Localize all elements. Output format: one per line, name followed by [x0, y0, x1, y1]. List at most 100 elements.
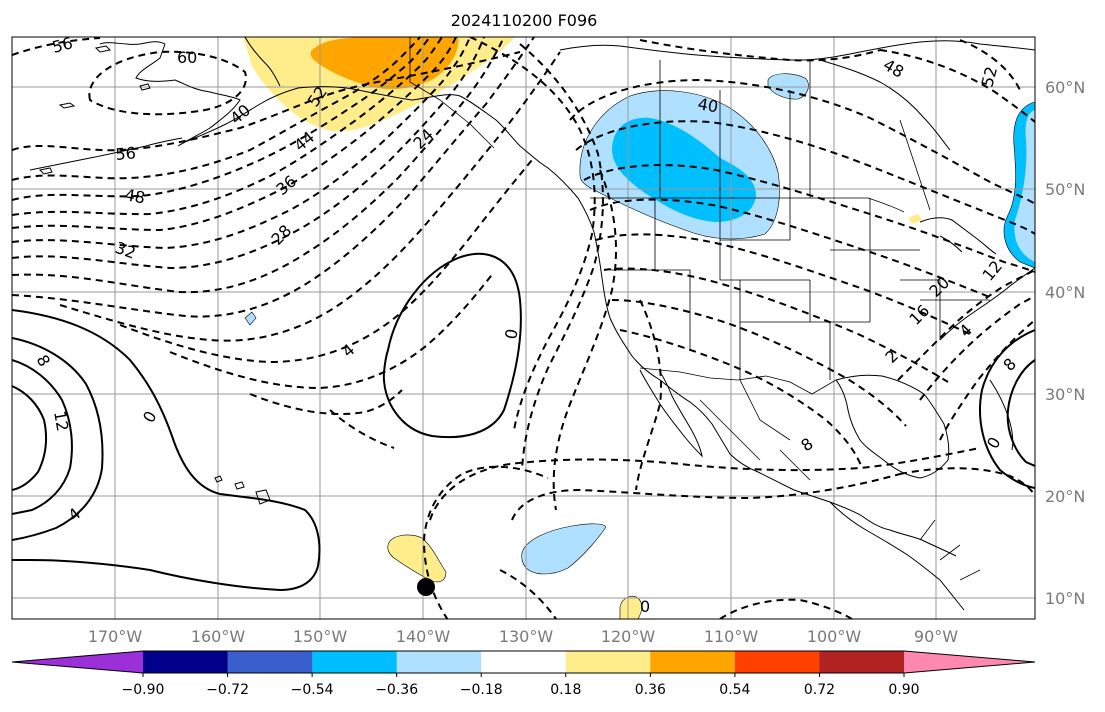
- contour-south-east: [719, 598, 853, 619]
- lon-label-110w: 110°W: [704, 627, 759, 646]
- contour-pacific-bottom: [499, 569, 557, 619]
- contour-8-west: [12, 359, 73, 515]
- contour-label-56-nw: 56: [50, 33, 75, 57]
- contour-neg-8: [249, 389, 403, 415]
- contour-neg-32: [12, 37, 485, 270]
- light-blue-region-pacific: [521, 523, 607, 575]
- negative-contours: [12, 37, 1035, 619]
- light-blue-region-north: [767, 73, 809, 100]
- storm-marker: [417, 578, 435, 596]
- colorbar-segment: [819, 651, 905, 673]
- coastline-hudson-bay: [819, 59, 951, 151]
- lon-label-90w: 90°W: [914, 627, 958, 646]
- lat-label-10n: 10°N: [1045, 589, 1085, 608]
- border-central-america: [919, 519, 981, 581]
- lon-label-140w: 140°W: [396, 627, 451, 646]
- contour-label-48-ak: 48: [123, 185, 146, 207]
- border-us-mexico: [639, 367, 837, 395]
- contour-neg-12: [169, 271, 495, 390]
- graticule: [12, 37, 1035, 619]
- colorbar-segment: [312, 651, 398, 673]
- lat-label-20n: 20°N: [1045, 487, 1085, 506]
- contour-outer-3: [552, 169, 617, 511]
- map-title: 2024110200 F096: [451, 11, 598, 30]
- colorbar-segment: [565, 651, 651, 673]
- map-frame: [11, 36, 1036, 620]
- lat-label-40n: 40°N: [1045, 283, 1085, 302]
- contour-label-56-w: 56: [115, 143, 137, 164]
- contour-neg-36: [12, 37, 471, 250]
- coastline-gulf-of-mexico: [835, 374, 950, 479]
- coastline-arctic: [559, 40, 1035, 61]
- colorbar-tick-label: −0.90: [122, 682, 165, 698]
- lat-label-30n: 30°N: [1045, 385, 1085, 404]
- contour-label-0-center: 0: [501, 327, 521, 340]
- colorbar-tick-label: 0.72: [804, 682, 835, 698]
- lon-label-170w: 170°W: [88, 627, 143, 646]
- contour-neg-28: [12, 37, 505, 294]
- contour-12-west: [12, 385, 47, 491]
- contour-east-4: [1006, 359, 1035, 467]
- contour-ring-2: [575, 120, 1035, 235]
- colorbar-extend-high: [904, 651, 1035, 673]
- contour-neg-48: [12, 37, 431, 201]
- contour-neg-44: [12, 37, 443, 216]
- colorbar-segment: [227, 651, 313, 673]
- contour-ring-5: [595, 233, 975, 337]
- colorbar-segment: [143, 651, 229, 673]
- contour-east-coast-3: [897, 269, 1035, 381]
- coastline-central-america: [829, 501, 965, 611]
- lon-label-130w: 130°W: [499, 627, 554, 646]
- lon-label-100w: 100°W: [807, 627, 862, 646]
- yellow-region-pacific-south: [387, 534, 447, 583]
- lon-label-160w: 160°W: [191, 627, 246, 646]
- contour-label-40-ne: 40: [696, 94, 719, 116]
- colorbar-tick-label: 0.54: [719, 682, 750, 698]
- contour-label-12: 12: [50, 409, 72, 432]
- contour-north-top: [639, 39, 881, 62]
- colorbar-segment: [481, 651, 567, 673]
- positive-contours: [12, 252, 1035, 592]
- contour-neg-52: [12, 37, 421, 181]
- contour-neg-16: [119, 159, 533, 364]
- contour-east-coast-2: [919, 295, 1035, 401]
- contour-label-52-ne: 52: [978, 64, 1002, 89]
- contour-outer-2: [519, 43, 604, 471]
- contour-label-60: 60: [177, 48, 197, 67]
- contour-outer-1: [469, 37, 596, 431]
- contour-south-loop: [429, 447, 981, 521]
- coastline-baja: [639, 369, 703, 458]
- colorbar-tick-label: 0.90: [888, 682, 919, 698]
- colorbar-tick-label: 0.36: [635, 682, 666, 698]
- lon-label-120w: 120°W: [601, 627, 656, 646]
- contour-neg-24: [12, 37, 535, 318]
- colorbar-tick-label: 0.18: [550, 682, 581, 698]
- contour-neg-56: [12, 37, 521, 152]
- border-us-canada: [590, 197, 905, 213]
- contour-east-inner: [899, 467, 1035, 497]
- light-blue-region-small: [244, 311, 257, 326]
- lat-label-50n: 50°N: [1045, 180, 1085, 199]
- light-blue-region-east-canada-edge: [1014, 102, 1035, 262]
- contour-ring-3: [583, 164, 1035, 273]
- longitude-labels: 170°W 160°W 150°W 140°W 130°W 120°W 110°…: [88, 627, 958, 646]
- colorbar-tick-label: −0.18: [460, 682, 503, 698]
- coastline-west-coast: [577, 197, 957, 557]
- contour-ring-8: [619, 329, 863, 469]
- contour-ring-6: [603, 267, 949, 383]
- coastline-aleutians: [29, 137, 183, 171]
- contour-4-west: [12, 337, 104, 541]
- latitude-labels: 60°N 50°N 40°N 30°N 20°N 10°N: [1045, 78, 1085, 608]
- coastline-alaska: [99, 41, 579, 199]
- contour-label-0-south: 0: [640, 597, 650, 616]
- contour-labels: 56 60 52 48 44 40 36 32 28 24 56 48 40 5…: [33, 33, 1020, 616]
- yellow-region-great-lakes: [908, 214, 922, 224]
- contour-ring-4: [589, 198, 993, 299]
- map-background: [12, 37, 1035, 619]
- coastlines: [29, 37, 1035, 611]
- contour-zero-center-loop: [382, 252, 522, 439]
- contour-south-loop-2: [511, 473, 901, 521]
- colorbar-segment: [650, 651, 736, 673]
